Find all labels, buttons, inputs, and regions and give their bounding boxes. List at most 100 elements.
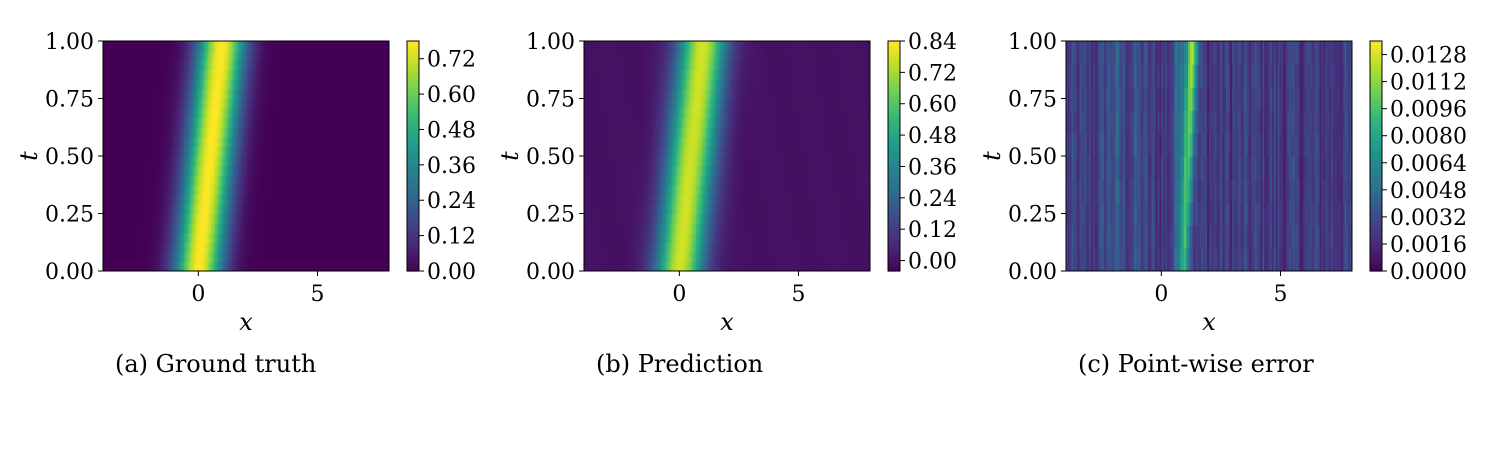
heatmap-cell (341, 127, 345, 138)
heatmap-cell (257, 41, 261, 52)
heatmap-cell (257, 98, 261, 109)
heatmap-cell (853, 242, 857, 253)
heatmap-cell (195, 175, 199, 186)
heatmap-cell (865, 184, 869, 195)
heatmap-cell (253, 79, 257, 90)
heatmap-cell (867, 251, 870, 263)
heatmap-cell (153, 242, 157, 253)
heatmap-cell (329, 79, 333, 90)
heatmap-cell (372, 136, 376, 148)
heatmap-cell (810, 108, 814, 119)
heatmap-cell (236, 175, 240, 186)
heatmap-cell (653, 117, 657, 128)
heatmap-cell (260, 223, 264, 234)
heatmap-cell (110, 108, 114, 119)
heatmap-cell (686, 165, 690, 176)
colorbar-segment (407, 152, 419, 157)
heatmap-cell (784, 127, 788, 138)
heatmap-cell (600, 213, 604, 224)
heatmap-cell (786, 203, 790, 215)
heatmap-cell (217, 156, 221, 167)
heatmap-cell (286, 184, 290, 195)
heatmap-cell (176, 242, 180, 253)
heatmap-cell (734, 165, 738, 176)
heatmap-cell (746, 127, 750, 138)
heatmap-cell (200, 242, 204, 253)
heatmap-cell (386, 98, 389, 109)
heatmap-cell (772, 203, 776, 215)
heatmap-cell (336, 213, 340, 224)
heatmap-cell (286, 242, 290, 253)
heatmap-cell (867, 203, 870, 215)
heatmap-cell (360, 127, 364, 138)
heatmap-cell (250, 41, 254, 52)
heatmap-cell (831, 194, 835, 205)
heatmap-cell (248, 242, 252, 253)
heatmap-cell (724, 127, 728, 138)
heatmap-cell (605, 136, 609, 148)
colorbar-segment (407, 225, 419, 230)
heatmap-cell (798, 213, 802, 224)
heatmap-cell (688, 194, 692, 205)
heatmap-cell (595, 127, 599, 138)
heatmap-cell (317, 223, 321, 234)
heatmap-cell (253, 60, 257, 71)
heatmap-cell (296, 69, 300, 80)
heatmap-cell (360, 88, 364, 100)
heatmap-cell (867, 156, 870, 167)
heatmap-cell (181, 146, 185, 157)
heatmap-cell (324, 242, 328, 253)
heatmap-cell (141, 127, 145, 138)
heatmap-cell (805, 232, 809, 243)
heatmap-cell (669, 184, 673, 195)
heatmap-cell (315, 213, 319, 224)
heatmap-cell (103, 165, 106, 176)
y-axis-label: t (15, 151, 43, 161)
heatmap-cell (657, 117, 661, 128)
heatmap-cell (796, 242, 800, 253)
heatmap-cell (860, 156, 864, 167)
heatmap-cell (665, 223, 669, 234)
heatmap-cell (381, 108, 385, 119)
heatmap-cell (224, 213, 228, 224)
heatmap-cell (381, 69, 385, 80)
heatmap-cell (705, 261, 709, 271)
heatmap-cell (241, 98, 245, 109)
heatmap-cell (598, 127, 602, 138)
heatmap-cell (698, 108, 702, 119)
heatmap-cell (593, 194, 597, 205)
heatmap-cell (788, 165, 792, 176)
heatmap-cell (743, 242, 747, 253)
heatmap-cell (622, 175, 626, 186)
heatmap-cell (850, 223, 854, 234)
heatmap-cell (698, 117, 702, 128)
heatmap-cell (848, 194, 852, 205)
heatmap-cell (234, 88, 238, 100)
heatmap-cell (827, 232, 831, 243)
heatmap-cell (191, 50, 195, 61)
heatmap-cell (162, 165, 166, 176)
heatmap-cell (103, 194, 106, 205)
heatmap-cell (298, 223, 302, 234)
heatmap-cell (157, 213, 161, 224)
heatmap-cell (103, 98, 106, 109)
heatmap-cell (700, 117, 704, 128)
heatmap-cell (169, 213, 173, 224)
heatmap-cell (338, 223, 342, 234)
heatmap-cell (243, 69, 247, 80)
heatmap-cell (812, 127, 816, 138)
heatmap-cell (198, 146, 202, 157)
heatmap-cell (377, 136, 381, 148)
heatmap-cell (205, 60, 209, 71)
heatmap-cell (360, 261, 364, 271)
heatmap-cell (386, 251, 389, 263)
heatmap-cell (779, 232, 783, 243)
heatmap-cell (255, 50, 259, 61)
heatmap-cell (341, 156, 345, 167)
heatmap-cell (757, 213, 761, 224)
heatmap-cell (614, 242, 618, 253)
heatmap-cell (267, 232, 271, 243)
heatmap-cell (612, 108, 616, 119)
heatmap-cell (112, 184, 116, 195)
heatmap-cell (338, 165, 342, 176)
